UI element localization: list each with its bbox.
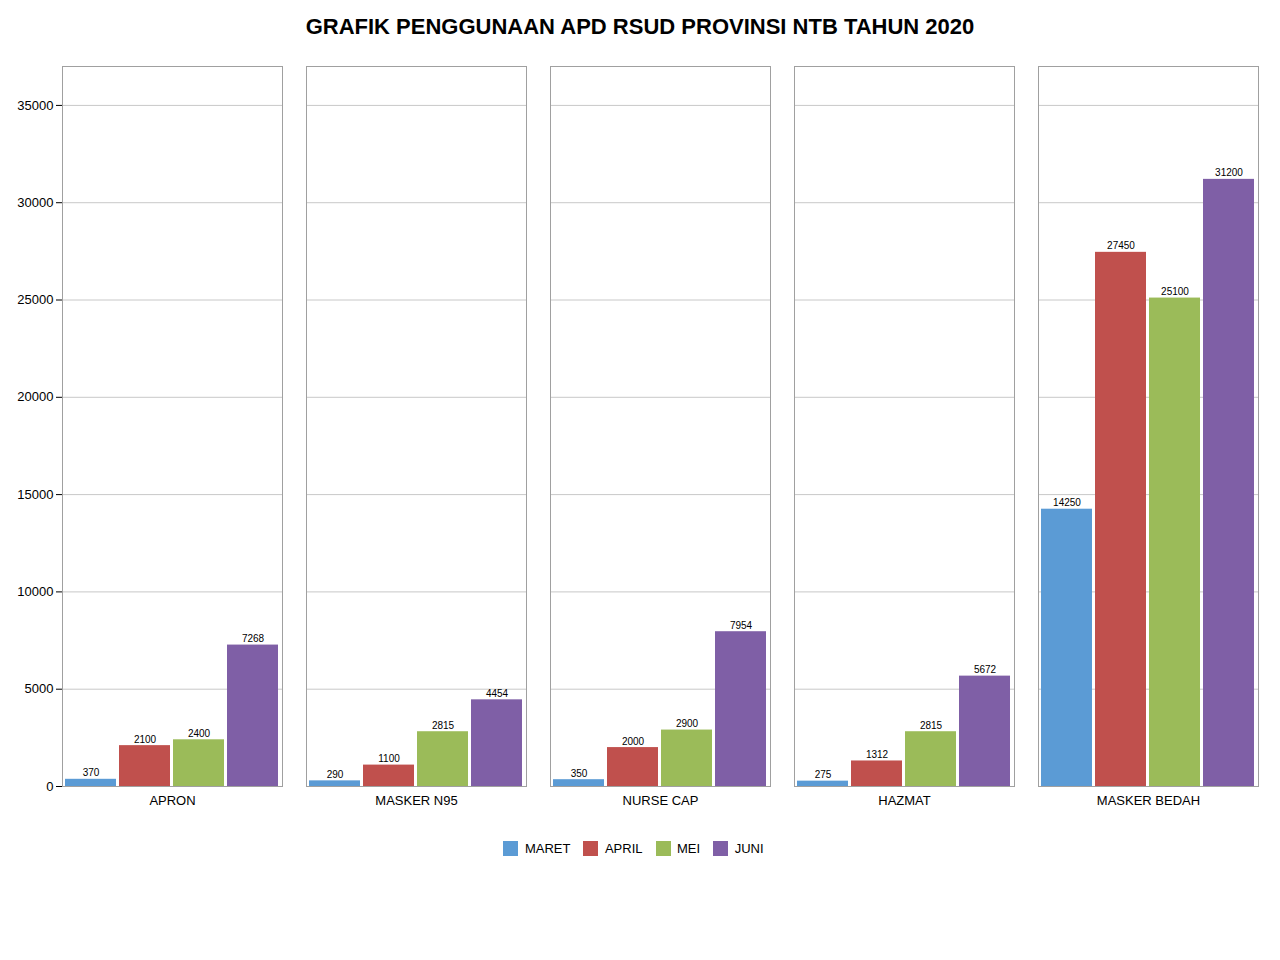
svg-text:275: 275 [815,769,832,780]
svg-text:HAZMAT: HAZMAT [878,793,931,808]
html-text:MARET: MARET [525,841,571,856]
svg-text:290: 290 [327,769,344,780]
svg-text:4454: 4454 [486,688,509,699]
svg-text:2815: 2815 [432,720,455,731]
html-text:MEI: MEI [677,841,701,856]
svg-text:25000: 25000 [17,292,53,307]
svg-text:7954: 7954 [730,620,753,631]
svg-text:MASKER BEDAH: MASKER BEDAH [1097,793,1200,808]
svg-text:370: 370 [83,767,100,778]
svg-text:14250: 14250 [1053,497,1081,508]
svg-text:2100: 2100 [134,734,157,745]
svg-text:35000: 35000 [17,98,53,113]
svg-text:15000: 15000 [17,487,53,502]
html-text:GRAFIK PENGGUNAAN APD RSUD PRO: GRAFIK PENGGUNAAN APD RSUD PROVINSI NTB … [305,14,975,39]
svg-text:27450: 27450 [1107,240,1135,251]
svg-text:350: 350 [571,768,588,779]
svg-text:5672: 5672 [974,664,997,675]
svg-text:30000: 30000 [17,195,53,210]
svg-text:NURSE CAP: NURSE CAP [623,793,699,808]
svg-text:10000: 10000 [17,584,53,599]
svg-text:31200: 31200 [1215,167,1243,178]
svg-text:25100: 25100 [1161,286,1189,297]
svg-text:2000: 2000 [622,736,645,747]
svg-text:0: 0 [46,779,53,794]
html-text:APRIL: APRIL [605,841,643,856]
svg-text:20000: 20000 [17,389,53,404]
svg-text:2400: 2400 [188,728,211,739]
svg-text:APRON: APRON [149,793,195,808]
svg-text:1100: 1100 [378,753,400,764]
svg-text:7268: 7268 [242,633,265,644]
svg-text:MASKER N95: MASKER N95 [375,793,457,808]
svg-text:2815: 2815 [920,720,943,731]
html-text:JUNI: JUNI [734,841,764,856]
svg-text:1312: 1312 [866,749,889,760]
svg-text:2900: 2900 [676,718,699,729]
svg-text:5000: 5000 [25,681,54,696]
